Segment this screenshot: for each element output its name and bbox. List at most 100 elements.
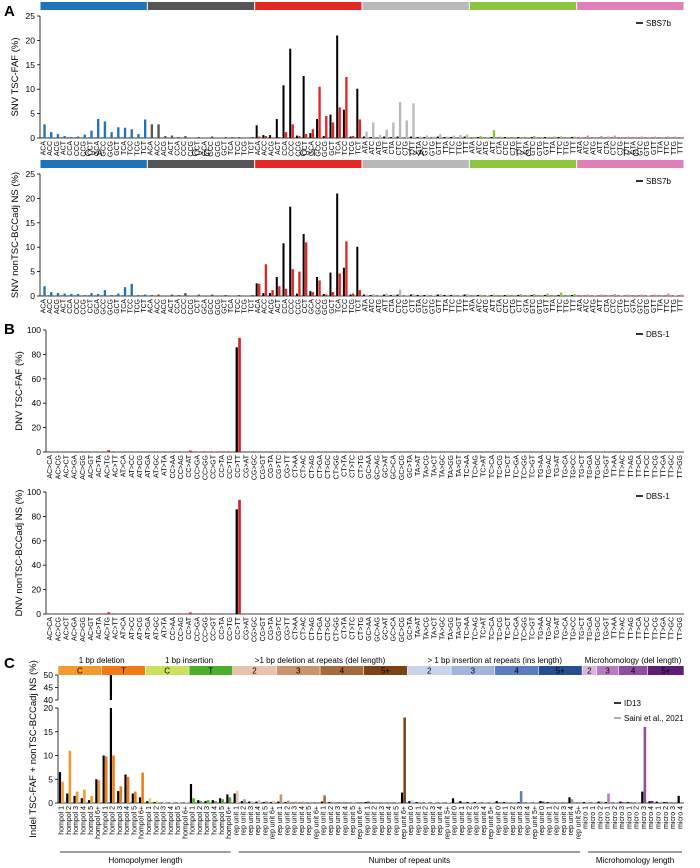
x-tick-label: CG>TT [284,616,291,640]
x-tick-label: GTG [429,299,436,314]
x-tick-label: CCG [295,299,302,315]
band-header-t-c [469,160,577,168]
bar-sbs7b [416,295,419,296]
bar-observed [70,137,73,138]
bar-observed [177,137,180,138]
bar-observed [533,136,536,138]
x-tick-label: micro 1 [605,806,612,829]
x-tick-label: TC>AT [481,454,488,477]
x-tick-label: rep unit 2 [466,806,473,835]
bar-observed [512,295,516,296]
bar-saini [90,795,93,803]
x-tick-label: CTG [617,141,624,156]
x-tick-label: AC>TA [96,455,103,478]
y-tick-label: 5 [48,774,53,784]
x-tick-label: TT>GC [669,455,676,478]
bar-saini [126,776,130,803]
bar-id13 [197,800,200,803]
x-tick-label: TG>CT [579,616,586,640]
x-tick-label: AC>CG [55,617,62,641]
x-tick-label: hompol 2 [197,806,204,835]
x-tick-label: rep unit 2 [510,806,517,835]
indel-group-title: 1 bp deletion [79,656,125,665]
bar-observed [117,293,120,296]
indel-sub-label: 3 [296,667,301,676]
x-tick-label: GCT [329,140,336,156]
x-tick-label: CG>TC [276,617,283,641]
x-tick-label: ACC [47,141,54,156]
bar-sbs7b [503,295,506,296]
indel-header-segment [407,666,451,675]
x-tick-label: rep unit 2 [423,806,430,835]
bar-id13 [400,792,404,803]
x-tick-label: rep unit 1 [546,806,553,835]
bar-id13 [517,802,520,803]
x-tick-label: rep unit 2 [241,806,248,835]
x-tick-label: CG>TA [268,455,275,478]
x-tick-label: GTT [436,298,443,313]
x-tick-label: GCA [201,299,208,315]
x-tick-label: ACA [148,299,155,314]
x-tick-label: AC>TT [113,616,120,639]
bar-observed [56,134,60,138]
bar-observed [143,294,147,296]
band-header-t-g [577,160,684,168]
legend-label: Saini et al., 2021 [624,714,684,723]
bar-observed [405,295,408,296]
bar-sbs7b [275,276,278,296]
x-tick-label: TCT [141,298,148,312]
x-tick-label: ATT [382,140,389,153]
bar-observed [526,137,529,138]
x-tick-label: rep unit 4 [525,806,532,835]
x-tick-label: GC>TA [407,455,414,478]
bar-observed [660,137,663,138]
x-tick-label: TTA [550,299,557,312]
x-tick-label: CT>TC [350,617,357,640]
x-tick-label: CC>GT [211,616,218,641]
bar-saini [83,789,86,803]
bar-id13 [408,801,411,803]
bar-observed [586,135,590,138]
x-tick-label: GTG [429,141,436,156]
x-tick-label: TTC [557,141,564,155]
x-tick-label: TTT [570,140,577,154]
bar-observed [331,292,335,296]
bar-observed [251,295,254,296]
y-tick-label: 50 [44,670,54,680]
y-axis-label: DNV nonTSC-BCCadj NS (%) [14,490,25,617]
x-tick-label: ACT [168,140,175,155]
x-tick-label: rep unit 0 [539,806,546,835]
x-tick-label: TCA [121,299,128,313]
x-tick-label: hompol 2 [110,806,117,835]
x-tick-label: CTC [503,141,510,155]
bar-id13 [262,802,265,803]
x-tick-label: rep unit 4 [255,806,262,835]
x-tick-label: CT>TC [350,455,357,478]
bar-sbs7b [436,294,439,296]
bar-observed [385,293,388,296]
bar-observed [365,131,368,138]
x-tick-label: ATT [597,298,604,311]
x-tick-label: AC>GA [72,455,79,479]
x-tick-label: GTC [637,141,644,156]
bar-sbs7b [517,295,520,296]
x-tick-label: TG>CA [562,617,569,641]
bar-id13 [364,802,367,803]
bar-saini [650,801,654,803]
bar-id13 [189,784,193,803]
x-tick-label: CCA [175,141,182,156]
y-tick-label: 100 [27,487,41,497]
legend-label: DBS-1 [646,330,670,339]
bar-sbs7b [490,137,493,138]
bar-id13 [233,793,236,803]
bar-observed [606,136,610,138]
x-tick-label: CTG [403,299,410,314]
bar-saini [548,802,552,803]
bar-id13 [466,802,469,803]
x-tick-label: TG>CC [571,617,578,641]
x-tick-label: TA>GG [448,617,455,640]
bar-saini [155,801,159,803]
x-tick-label: GTC [530,299,537,314]
x-tick-label: GTC [637,299,644,314]
bar-observed [425,135,429,138]
